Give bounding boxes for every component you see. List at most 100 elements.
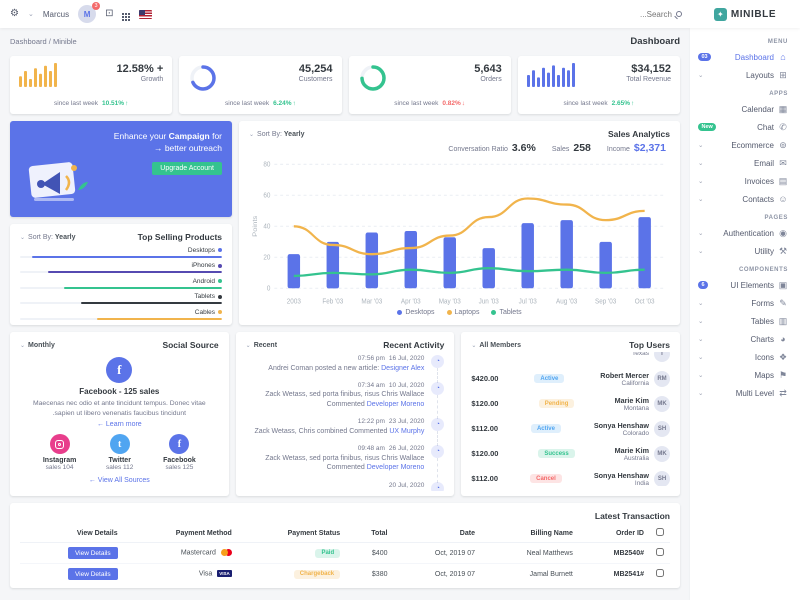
apps-grid-icon[interactable] (122, 13, 125, 15)
column-header-payment-method: Payment Method (123, 524, 238, 543)
sidebar-item-calendar[interactable]: ▦ Calendar (690, 100, 800, 118)
user-name: Sonya Henshaw (593, 470, 649, 480)
product-color-dot (218, 248, 222, 252)
sidebar-item-label: Invoices (744, 176, 774, 186)
svg-text:Apr '03: Apr '03 (401, 298, 421, 306)
search-input[interactable] (610, 9, 672, 19)
row-checkbox[interactable] (656, 548, 664, 556)
clock-icon: ◔ (431, 481, 445, 491)
sidebar-item-authentication[interactable]: ◉ Authentication ⌄ (690, 224, 800, 242)
select-all-checkbox[interactable] (656, 528, 664, 536)
sidebar-item-label: Authentication (723, 228, 774, 238)
chevron-down-icon: ⌄ (698, 372, 704, 379)
top-users-list: T Texas RM Robert Mercer California Active $42… (471, 352, 670, 486)
chevron-down-icon: ⌄ (249, 131, 255, 138)
stat-value-block: 5,643 Orders (474, 63, 502, 83)
sidebar-item-chat[interactable]: ✆ Chat New (690, 118, 800, 136)
sort-by-dropdown[interactable]: All Members ⌄ (471, 341, 521, 349)
activity-item: ◔ 23 Jul, 2020 12:22 pm Zack Wetass, Chris … (246, 418, 445, 447)
svg-text:Oct '03: Oct '03 (635, 298, 655, 306)
user-menu[interactable]: Marcus (42, 9, 70, 19)
stat-value: 5,643 (474, 63, 502, 75)
sidebar-item-layouts[interactable]: ⊞ Layouts ⌄ (690, 66, 800, 84)
ecommerce-icon: ⊚ (779, 139, 787, 150)
sort-by-dropdown[interactable]: Recent ⌄ (245, 341, 278, 349)
billing-name: Jamal Burnett (529, 570, 573, 578)
sidebar-item-icons[interactable]: ❖ Icons ⌄ (690, 348, 800, 366)
view-all-sources-link[interactable]: View All Sources ← (88, 477, 150, 485)
stat-donut-chart (188, 63, 218, 95)
stat-delta: ↓ 0.82% (442, 100, 466, 107)
sidebar-item-badge: 6 (698, 281, 709, 289)
tables-icon: ▥ (778, 315, 788, 326)
chevron-down-icon: ⌄ (471, 342, 477, 349)
brand-logo-icon: ✦ (713, 7, 727, 21)
stat-donut-chart (358, 63, 388, 95)
chat-icon: ✆ (779, 121, 787, 132)
fullscreen-icon[interactable]: ⊡ (105, 8, 114, 19)
chevron-down-icon: ⌄ (698, 318, 704, 325)
activity-link[interactable]: Developer Moreno (366, 400, 425, 408)
social-source-twitter[interactable]: t Twitter sales 112 (106, 434, 133, 471)
column-header-billing-name: Billing Name (480, 524, 579, 543)
stat-delta: ↑ 6.24% (273, 100, 296, 107)
user-info: RM Robert Mercer California (600, 370, 670, 387)
avatar: MK (654, 395, 670, 412)
learn-more-link[interactable]: Learn more ← (96, 421, 142, 429)
upgrade-account-button[interactable]: Upgrade Account (152, 161, 222, 175)
social-source-facebook[interactable]: f Facebook sales 125 (163, 434, 196, 471)
activity-link[interactable]: Developer Moreno (366, 464, 425, 472)
sidebar-item-label: Forms (751, 298, 774, 308)
sidebar-item-multi-level[interactable]: ⇄ Multi Level ⌄ (690, 384, 800, 402)
chevron-down-icon: ⌄ (698, 354, 704, 361)
notification-badge: 3 (92, 2, 101, 10)
chevron-down-icon: ⌄ (698, 196, 704, 203)
sort-by-dropdown[interactable]: Sort By: Yearly ⌄ (249, 130, 305, 138)
sidebar-item-utility[interactable]: ⚒ Utility ⌄ (690, 242, 800, 260)
view-details-button[interactable]: View Details (67, 568, 118, 580)
activity-link[interactable]: Designer Alex (381, 364, 425, 372)
clock-icon: ◔ (431, 355, 445, 368)
home-icon: ⌂ (780, 51, 786, 62)
view-details-button[interactable]: View Details (67, 547, 118, 559)
sidebar-item-maps[interactable]: ⚑ Maps ⌄ (690, 366, 800, 384)
brand[interactable]: ✦ MINIBLE (690, 0, 800, 28)
sidebar-item-invoices[interactable]: ▤ Invoices ⌄ (690, 172, 800, 190)
user-avatar[interactable]: M 3 (78, 2, 101, 23)
row-checkbox[interactable] (656, 569, 664, 577)
card-title: Recent Activity (383, 340, 445, 350)
arrow-left-icon: ← (96, 421, 104, 429)
sort-by-dropdown[interactable]: Monthly ⌄ (20, 341, 55, 349)
stat-delta: ↑ 10.51% (102, 100, 129, 107)
sort-by-dropdown[interactable]: Sort By: Yearly ⌄ (20, 233, 76, 241)
transaction-total: $380 (371, 570, 388, 578)
forms-icon: ✎ (779, 297, 787, 308)
settings-gear-icon[interactable]: ⚙ (10, 8, 19, 19)
stat-card-growth: + 12.58% Growth ↑ 10.51% since last week (10, 56, 173, 114)
product-color-dot (218, 310, 222, 314)
chevron-down-icon: ⌄ (698, 178, 704, 185)
sidebar-item-ui-elements[interactable]: ▣ UI Elements 6 (690, 276, 800, 294)
sidebar-item-forms[interactable]: ✎ Forms ⌄ (690, 294, 800, 312)
calendar-icon: ▦ (778, 103, 788, 114)
avatar: T (654, 352, 670, 362)
payment-method: Mastercard (123, 542, 238, 564)
icons-icon: ❖ (778, 351, 788, 362)
activity-link[interactable]: UX Murphy (389, 427, 425, 435)
top-user-row: SH Sonya Henshaw India Cancel $112.00 (471, 466, 670, 486)
legend-desktops: Desktops (397, 309, 435, 316)
transaction-row: #MB2540 Neal Matthews 07 Oct, 2019 $400 … (20, 542, 670, 564)
charts-icon: ◕ (780, 333, 786, 344)
social-source-instagram[interactable]: Instagram sales 104 (43, 434, 76, 471)
svg-text:0: 0 (267, 285, 271, 293)
sidebar-item-ecommerce[interactable]: ⊚ Ecommerce ⌄ (690, 136, 800, 154)
sidebar-item-email[interactable]: ✉ Email ⌄ (690, 154, 800, 172)
sidebar-item-charts[interactable]: ◕ Charts ⌄ (690, 330, 800, 348)
search-icon[interactable] (676, 11, 682, 17)
sidebar-item-dashboard[interactable]: ⌂ Dashboard 03 (690, 48, 800, 66)
sidebar-item-contacts[interactable]: ☺ Contacts ⌄ (690, 190, 800, 208)
avatar: MK (654, 445, 670, 462)
sidebar-item-tables[interactable]: ▥ Tables ⌄ (690, 312, 800, 330)
activity-date: 26 Jul, 2020 09:48 am (357, 445, 425, 453)
language-flag-icon[interactable] (139, 9, 153, 19)
